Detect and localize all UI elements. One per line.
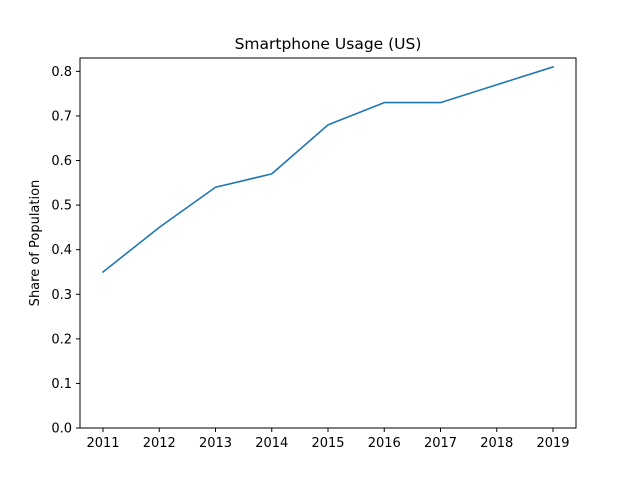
y-tick-label: 0.1 (51, 377, 72, 392)
x-tick-label: 2016 (368, 436, 401, 451)
x-tick-label: 2017 (424, 436, 457, 451)
y-tick-label: 0.3 (51, 288, 72, 303)
y-tick-label: 0.0 (51, 422, 72, 437)
x-tick-label: 2014 (255, 436, 288, 451)
y-tick-label: 0.2 (51, 332, 72, 347)
chart-title: Smartphone Usage (US) (235, 35, 422, 53)
y-tick-label: 0.8 (51, 65, 72, 80)
x-tick-label: 2015 (311, 436, 344, 451)
x-tick-label: 2012 (143, 436, 176, 451)
x-tick-label: 2018 (480, 436, 513, 451)
y-tick-label: 0.6 (51, 154, 72, 169)
plot-frame (79, 57, 577, 429)
series-layer (101, 65, 555, 274)
y-tick-label: 0.5 (51, 199, 72, 214)
y-axis-ticks: 0.0 0.1 0.2 0.3 0.4 0.5 0.6 0.7 0.8 (51, 65, 80, 437)
y-tick-label: 0.4 (51, 243, 72, 258)
x-tick-label: 2013 (199, 436, 232, 451)
x-tick-label: 2011 (86, 436, 119, 451)
x-axis-ticks: 2011 2012 2013 2014 2015 2016 2017 2018 2019 (86, 428, 570, 451)
y-axis-label: Share of Population (28, 180, 43, 307)
series-line (101, 65, 555, 274)
x-tick-label: 2019 (536, 436, 569, 451)
y-tick-label: 0.7 (51, 109, 72, 124)
